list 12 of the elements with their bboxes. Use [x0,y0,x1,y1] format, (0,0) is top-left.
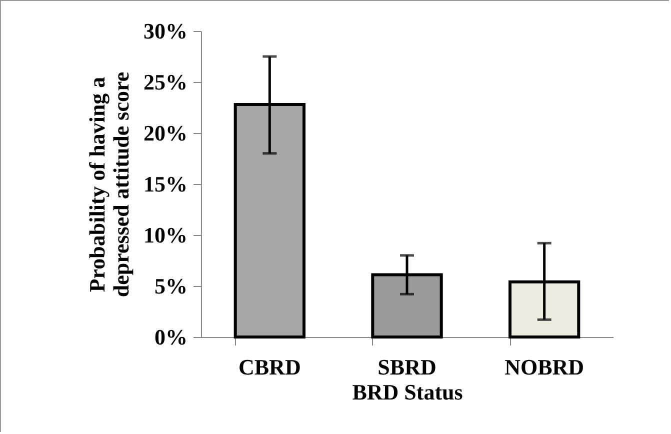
x-tick-label: NOBRD [504,354,584,380]
y-tick-label: 20% [144,120,188,146]
x-axis-title: BRD Status [352,380,464,404]
y-tick-label: 0% [154,324,188,350]
x-tick-label: CBRD [238,354,301,380]
y-tick-label: 25% [144,70,188,94]
y-axis-title: Probability of having a depressed attitude score [84,72,134,298]
y-tick-label: 5% [154,274,188,298]
y-tick-label: 30% [144,18,188,44]
y-tick-label: 15% [144,172,188,196]
x-tick-label: SBRD [378,354,436,380]
y-tick-label: 10% [144,222,188,248]
